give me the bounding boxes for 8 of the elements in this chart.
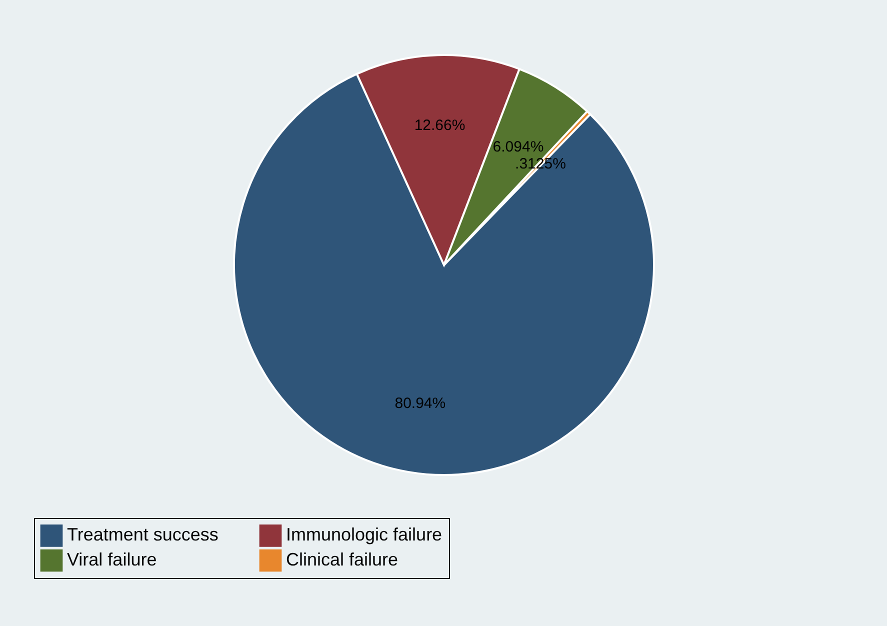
legend-label: Clinical failure [286, 550, 398, 570]
legend-label: Viral failure [67, 550, 157, 570]
data-label: 80.94% [394, 394, 446, 412]
data-label: 6.094% [492, 138, 544, 156]
data-label: .3125% [515, 156, 566, 173]
data-label: 12.66% [414, 117, 466, 134]
legend-label: Treatment success [67, 524, 218, 545]
legend-label: Immunologic failure [286, 524, 442, 545]
